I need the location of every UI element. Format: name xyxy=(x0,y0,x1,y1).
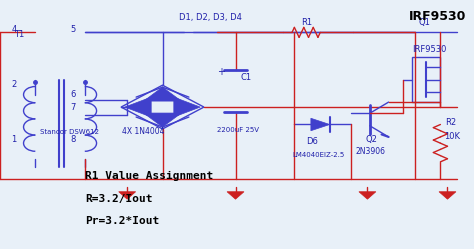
Text: 4X 1N4004: 4X 1N4004 xyxy=(122,127,165,136)
Polygon shape xyxy=(227,192,244,199)
Polygon shape xyxy=(118,192,136,199)
Polygon shape xyxy=(311,118,330,131)
Text: D6: D6 xyxy=(306,137,318,146)
Text: 10K: 10K xyxy=(444,132,460,141)
Polygon shape xyxy=(174,97,200,117)
Text: 2200uF 25V: 2200uF 25V xyxy=(217,127,259,133)
Text: 7: 7 xyxy=(70,103,76,112)
Text: 4: 4 xyxy=(11,25,17,34)
Text: Pr=3.2*Iout: Pr=3.2*Iout xyxy=(85,216,159,226)
Text: C1: C1 xyxy=(240,73,251,82)
Text: T1: T1 xyxy=(14,30,24,39)
Text: Q2: Q2 xyxy=(365,135,377,144)
Text: R1: R1 xyxy=(301,18,312,27)
Text: 2N3906: 2N3906 xyxy=(356,147,386,156)
Text: IRF9530: IRF9530 xyxy=(410,10,467,23)
Polygon shape xyxy=(144,113,182,127)
Polygon shape xyxy=(125,97,151,117)
Text: 6: 6 xyxy=(70,90,76,99)
Text: +: + xyxy=(217,67,225,77)
Text: 8: 8 xyxy=(70,135,76,144)
Text: Stancor DSW612: Stancor DSW612 xyxy=(40,129,99,135)
Polygon shape xyxy=(359,192,376,199)
Polygon shape xyxy=(439,192,456,199)
Text: 5: 5 xyxy=(70,25,76,34)
Text: R=3.2/Iout: R=3.2/Iout xyxy=(85,194,152,204)
Text: D1, D2, D3, D4: D1, D2, D3, D4 xyxy=(179,13,242,22)
Text: LM4040EIZ-2.5: LM4040EIZ-2.5 xyxy=(292,152,344,158)
Text: R1 Value Assignment: R1 Value Assignment xyxy=(85,171,213,181)
Text: R2: R2 xyxy=(445,118,456,126)
Bar xyxy=(412,57,440,102)
Text: 2: 2 xyxy=(11,80,17,89)
Text: Q1: Q1 xyxy=(418,18,430,27)
Text: 1: 1 xyxy=(11,135,17,144)
Polygon shape xyxy=(144,87,182,101)
Text: IRF9530: IRF9530 xyxy=(412,45,447,54)
